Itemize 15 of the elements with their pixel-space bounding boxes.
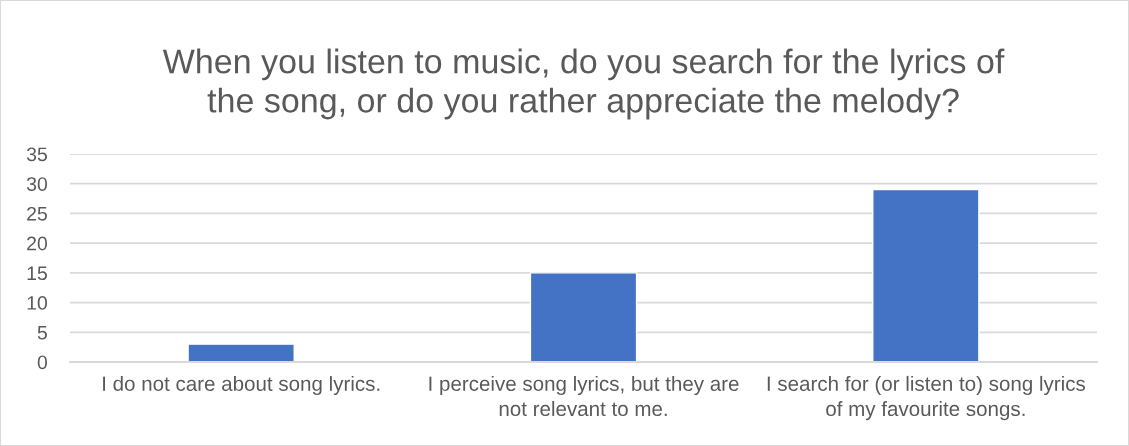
chart-title: When you listen to music, do you search for the lyrics of the song, or do you rather appreciate the melody? bbox=[162, 48, 1005, 120]
bar bbox=[187, 343, 295, 362]
y-tick-label: 10 bbox=[27, 296, 48, 310]
y-tick-label: 15 bbox=[27, 266, 47, 281]
y-tick-label: 35 bbox=[26, 147, 47, 162]
y-tick-label: 5 bbox=[37, 325, 47, 340]
bar bbox=[529, 272, 638, 362]
bar bbox=[872, 188, 980, 362]
x-tick-label: I search for (or listen to) song lyrics of my favourite songs. bbox=[767, 375, 1086, 421]
y-tick-label: 0 bbox=[37, 355, 48, 370]
y-tick-label: 25 bbox=[27, 206, 47, 221]
y-tick-label: 20 bbox=[27, 236, 48, 251]
x-tick-label: I perceive song lyrics, but they are not relevant to me. bbox=[429, 375, 739, 417]
y-tick-label: 30 bbox=[26, 177, 48, 191]
x-tick-label: I do not care about song lyrics. bbox=[103, 375, 380, 396]
